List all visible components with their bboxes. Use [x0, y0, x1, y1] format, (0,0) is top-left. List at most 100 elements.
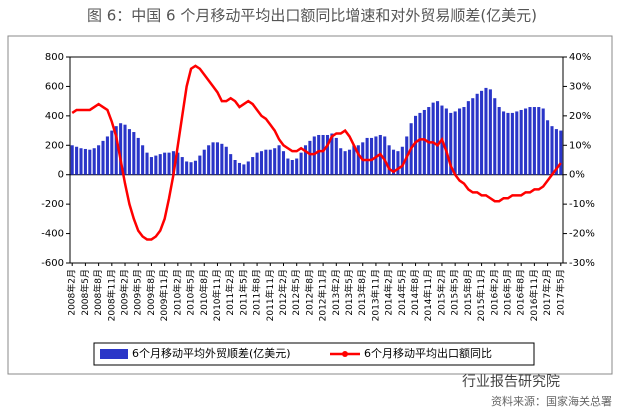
source: 资料来源：国家海关总署 — [491, 394, 612, 408]
y2-tick-label: 10% — [569, 140, 591, 151]
bar — [339, 148, 343, 175]
bar — [268, 149, 272, 175]
bar — [185, 161, 189, 175]
x-tick-label: 2011年8月 — [251, 269, 263, 316]
bar — [110, 130, 114, 175]
bar — [484, 87, 488, 175]
bar — [369, 137, 374, 175]
bar — [488, 89, 492, 175]
legend-label: 6个月移动平均外贸顺差(亿美元) — [132, 346, 291, 360]
x-tick-label: 2015年8月 — [462, 269, 474, 316]
y-tick-label: 0 — [58, 170, 64, 181]
x-tick-label: 2013年11月 — [369, 269, 381, 321]
y2-tick-label: 40% — [569, 52, 591, 63]
bar — [211, 142, 215, 175]
x-tick-label: 2014年8月 — [409, 269, 421, 316]
bar — [273, 148, 277, 175]
watermark: 行业报告研究院 — [462, 374, 560, 390]
bar — [449, 112, 453, 175]
y-tick-label: 400 — [45, 111, 64, 122]
bar — [123, 124, 127, 175]
bar — [506, 112, 510, 175]
bar — [462, 107, 466, 175]
y-tick-label: -400 — [41, 229, 64, 240]
bar — [163, 152, 167, 175]
bar — [502, 111, 506, 175]
x-tick-label: 2017年5月 — [554, 269, 566, 316]
bar — [167, 152, 171, 175]
y2-tick-label: -20% — [569, 229, 595, 240]
y-tick-label: 800 — [45, 52, 64, 63]
bar — [92, 148, 96, 175]
bar — [233, 160, 237, 175]
bar — [290, 160, 294, 175]
bar — [303, 145, 308, 175]
bar — [154, 155, 158, 175]
bar — [308, 140, 312, 175]
bar — [400, 146, 404, 175]
bar — [277, 145, 281, 175]
x-tick-label: 2013年8月 — [356, 269, 368, 316]
x-tick-label: 2008年5月 — [79, 269, 91, 316]
bar — [466, 101, 470, 175]
bar — [347, 149, 352, 175]
bar — [436, 101, 440, 175]
bar — [541, 108, 545, 175]
x-tick-label: 2014年5月 — [396, 269, 408, 316]
bar — [299, 152, 303, 175]
x-tick-label: 2014年2月 — [383, 269, 395, 316]
bar — [132, 132, 136, 175]
bar — [114, 126, 118, 175]
bar — [453, 111, 457, 175]
bar — [422, 109, 426, 175]
x-tick-label: 2014年11月 — [422, 269, 434, 321]
y2-tick-label: 20% — [569, 111, 591, 122]
bar — [295, 158, 299, 175]
bar — [431, 102, 435, 175]
y2-tick-label: -10% — [569, 199, 595, 210]
bar — [356, 145, 360, 175]
bar — [75, 146, 79, 175]
y-tick-label: -600 — [41, 258, 64, 269]
x-tick-label: 2016年5月 — [501, 269, 513, 316]
x-tick-label: 2015年2月 — [435, 269, 447, 316]
bar — [480, 90, 484, 175]
bar — [312, 136, 316, 175]
bar — [105, 136, 109, 175]
bar — [158, 154, 162, 175]
bar — [224, 146, 228, 175]
bar — [396, 151, 400, 175]
bar — [88, 149, 92, 175]
x-tick-label: 2012年2月 — [277, 269, 289, 316]
bar — [554, 129, 558, 175]
bar — [383, 136, 387, 175]
y2-tick-label: 30% — [569, 81, 591, 92]
bar — [171, 151, 175, 175]
x-tick-label: 2009年11月 — [158, 269, 170, 321]
chart-frame — [7, 35, 613, 375]
bar — [471, 98, 475, 175]
bar — [119, 123, 123, 175]
x-tick-label: 2017年2月 — [541, 269, 553, 316]
x-tick-label: 2009年2月 — [119, 269, 131, 316]
x-tick-label: 2008年8月 — [92, 269, 104, 316]
bar — [255, 152, 259, 175]
bar — [207, 145, 211, 175]
bar — [286, 158, 290, 175]
bar — [83, 148, 87, 175]
bar — [559, 130, 563, 175]
bar — [458, 108, 462, 175]
x-tick-label: 2009年8月 — [145, 269, 157, 316]
bar — [189, 162, 193, 175]
bar — [145, 152, 149, 175]
bar — [510, 112, 514, 175]
bar — [141, 145, 145, 175]
bar — [365, 137, 369, 175]
bar — [528, 107, 532, 175]
bar — [317, 134, 321, 175]
line — [71, 64, 562, 241]
x-tick-label: 2012年11月 — [317, 269, 329, 321]
x-tick-label: 2016年11月 — [528, 269, 540, 321]
bar — [202, 149, 206, 175]
y2-tick-label: -30% — [569, 258, 595, 269]
